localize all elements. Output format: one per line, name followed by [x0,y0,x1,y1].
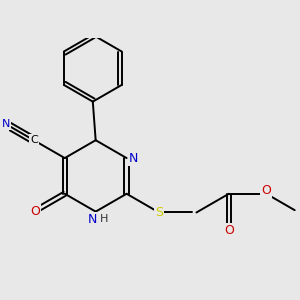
Text: N: N [129,152,138,165]
Text: O: O [224,224,234,236]
Text: S: S [155,206,163,219]
Text: C: C [30,135,38,145]
Text: O: O [261,184,271,197]
Text: N: N [88,213,98,226]
Text: H: H [100,214,108,224]
Text: O: O [30,205,40,218]
Text: N: N [2,119,10,129]
